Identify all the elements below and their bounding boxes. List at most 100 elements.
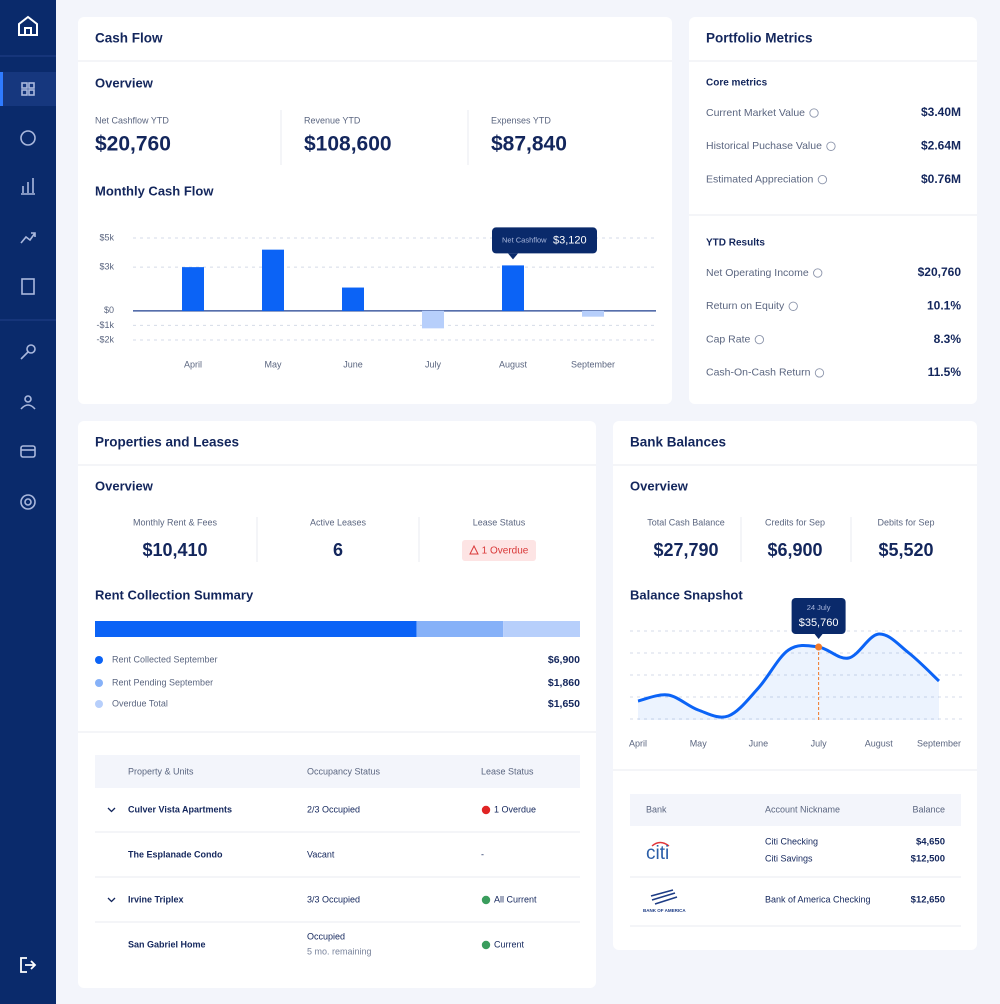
data-label: $3,120: [553, 234, 587, 246]
property-name: San Gabriel Home: [128, 939, 206, 949]
section-title: YTD Results: [706, 238, 765, 249]
section-title: Overview: [95, 478, 154, 493]
icon: [20, 445, 36, 458]
account-balance: $12,500: [911, 854, 945, 865]
info-icon[interactable]: [788, 301, 798, 311]
icon: [21, 89, 28, 96]
legend-swatch: [95, 679, 103, 687]
bar: [342, 287, 364, 311]
kpi-value: $20,760: [95, 133, 171, 156]
icon: [26, 344, 36, 354]
card-portfolio: [689, 17, 977, 404]
bar: [262, 249, 284, 311]
kpi-label: Total Cash Balance: [647, 517, 725, 527]
legend-swatch: [95, 700, 103, 708]
x-tick-label: June: [749, 738, 769, 748]
status-icon: [481, 940, 491, 950]
column-header: Bank: [646, 804, 667, 814]
bar-segment: [416, 621, 504, 637]
kpi-label: Monthly Rent & Fees: [133, 517, 218, 527]
bar-segment: [95, 621, 417, 637]
nav-reports[interactable]: [21, 178, 35, 195]
metric-label: Return on Equity: [706, 300, 785, 312]
icon: [21, 278, 35, 295]
metric-label: Net Operating Income: [706, 267, 809, 279]
bar: [502, 265, 524, 311]
nav-active: [0, 72, 56, 106]
expand-chevron[interactable]: [107, 807, 116, 813]
logo[interactable]: [18, 15, 38, 36]
metric-value: $2.64M: [921, 138, 961, 152]
card-title: Portfolio Metrics: [706, 31, 813, 46]
x-tick-label: April: [184, 359, 202, 369]
nav-support[interactable]: [20, 494, 36, 510]
info-icon[interactable]: [754, 334, 765, 345]
kpi-label: Revenue YTD: [304, 115, 361, 125]
kpi-label: Active Leases: [310, 517, 367, 527]
info-icon[interactable]: [817, 174, 828, 185]
warning-icon: [469, 544, 479, 555]
account-name: Bank of America Checking: [765, 894, 871, 904]
tooltip-label: 24 July: [807, 603, 831, 612]
info-icon[interactable]: [814, 368, 825, 378]
tooltip: [492, 227, 597, 254]
section-title: Balance Snapshot: [630, 587, 743, 602]
bar: [422, 310, 444, 329]
icon: [21, 178, 35, 195]
nav-keys[interactable]: [20, 344, 36, 360]
x-tick-label: May: [690, 738, 708, 748]
tooltip-pointer: [814, 634, 823, 639]
info-icon[interactable]: [813, 268, 823, 278]
nav-logout[interactable]: [20, 957, 37, 973]
data-label: $1,650: [548, 698, 580, 710]
account-name: Citi Savings: [765, 853, 813, 863]
info-icon[interactable]: [826, 141, 836, 151]
kpi-label: Credits for Sep: [765, 517, 825, 527]
icon: [20, 404, 36, 410]
section-title: Rent Collection Summary: [95, 587, 254, 602]
account-name: Citi Checking: [765, 836, 818, 846]
card-title: Properties and Leases: [95, 435, 239, 450]
nav-payments[interactable]: [20, 445, 36, 458]
y-tick-label: -$1k: [96, 320, 114, 330]
metric-value: $20,760: [918, 265, 962, 279]
nav-properties[interactable]: [21, 278, 35, 295]
section-title: Core metrics: [706, 78, 768, 89]
kpi-value: $87,840: [491, 133, 567, 156]
kpi-value: $108,600: [304, 133, 392, 156]
nav-dashboard[interactable]: [21, 82, 35, 96]
legend-label: Overdue Total: [112, 698, 168, 708]
nav-trends[interactable]: [20, 232, 36, 244]
x-tick-label: May: [264, 359, 282, 369]
metric-value: $3.40M: [921, 105, 961, 119]
card-properties: [78, 421, 596, 988]
nav-cashflow[interactable]: [20, 130, 36, 146]
info-icon[interactable]: [809, 108, 819, 118]
table-header-bg: [630, 794, 961, 826]
y-tick-label: $5k: [99, 232, 114, 242]
status-icon: [481, 805, 491, 815]
x-tick-label: September: [571, 359, 615, 369]
sidebar: [0, 0, 56, 1004]
metric-label: Cap Rate: [706, 333, 751, 345]
bank-logo: citi: [646, 843, 669, 864]
data-label: $35,760: [799, 617, 839, 629]
logo-icon: [18, 15, 38, 36]
y-tick-label: -$2k: [96, 334, 114, 344]
occupancy-status: 2/3 Occupied: [307, 804, 360, 814]
logo-flag: [650, 889, 678, 905]
icon: [24, 498, 32, 506]
kpi-badge: 1 Overdue: [482, 546, 529, 557]
metric-value: 10.1%: [927, 298, 961, 312]
metric-label: Current Market Value: [706, 107, 805, 119]
expand-chevron[interactable]: [107, 897, 116, 903]
nav-tenants[interactable]: [20, 395, 36, 410]
data-label: $6,900: [548, 654, 580, 666]
kpi-label: Expenses YTD: [491, 115, 551, 125]
column-header: Balance: [912, 804, 945, 814]
line: [637, 632, 941, 719]
x-tick-label: June: [343, 359, 363, 369]
metric-label: Cash-On-Cash Return: [706, 367, 811, 379]
x-tick-label: April: [629, 738, 647, 748]
